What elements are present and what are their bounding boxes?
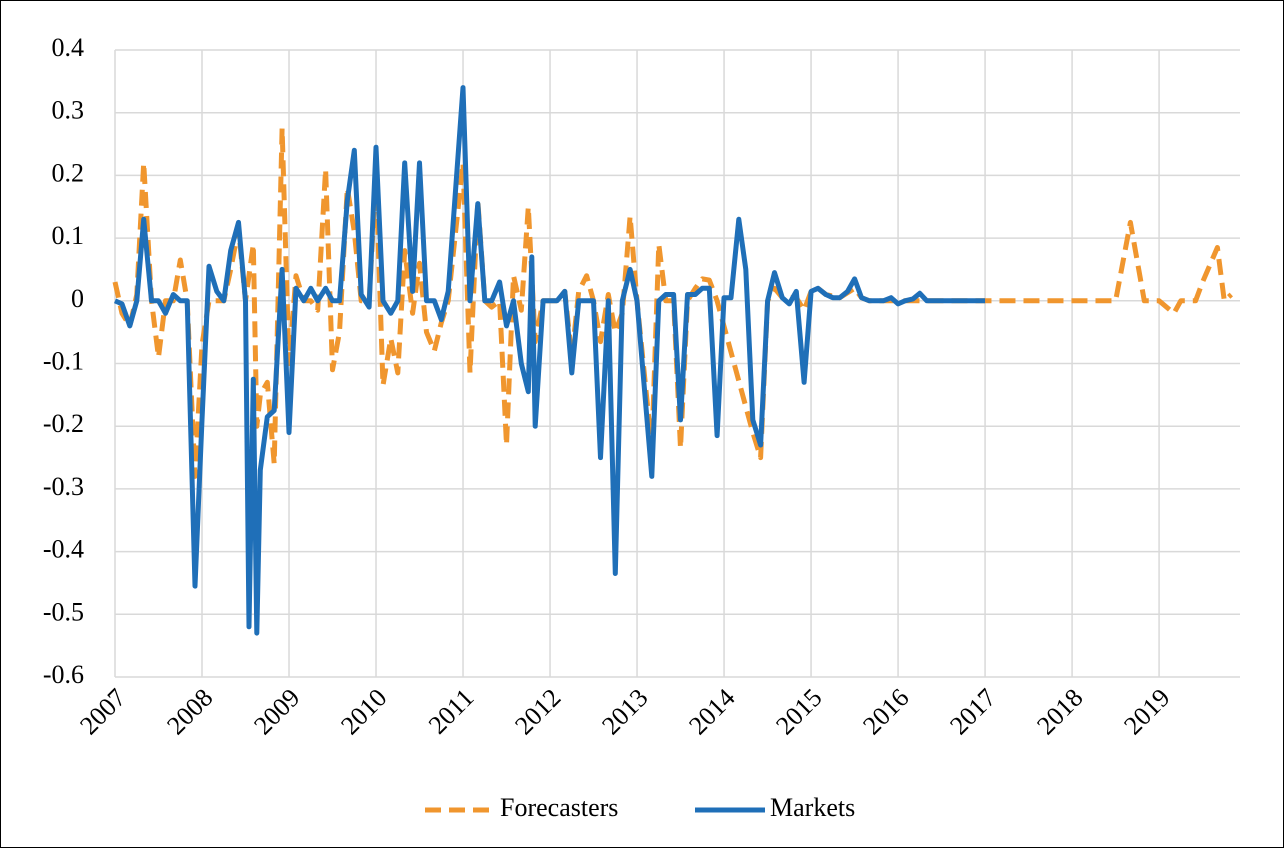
y-tick-label: 0.2	[52, 158, 85, 187]
y-tick-label: -0.4	[43, 535, 84, 564]
y-tick-label: 0.4	[52, 33, 85, 62]
y-tick-label: -0.6	[43, 660, 84, 689]
legend-label: Markets	[770, 793, 855, 822]
series-line	[113, 85, 986, 636]
y-tick-label: 0.1	[52, 221, 85, 250]
y-tick-label: -0.5	[43, 597, 84, 626]
legend-label: Forecasters	[500, 793, 618, 822]
y-tick-label: -0.1	[43, 346, 84, 375]
y-tick-label: -0.3	[43, 472, 84, 501]
y-tick-label: -0.2	[43, 409, 84, 438]
y-tick-label: 0	[71, 284, 84, 313]
y-tick-label: 0.3	[52, 96, 85, 125]
